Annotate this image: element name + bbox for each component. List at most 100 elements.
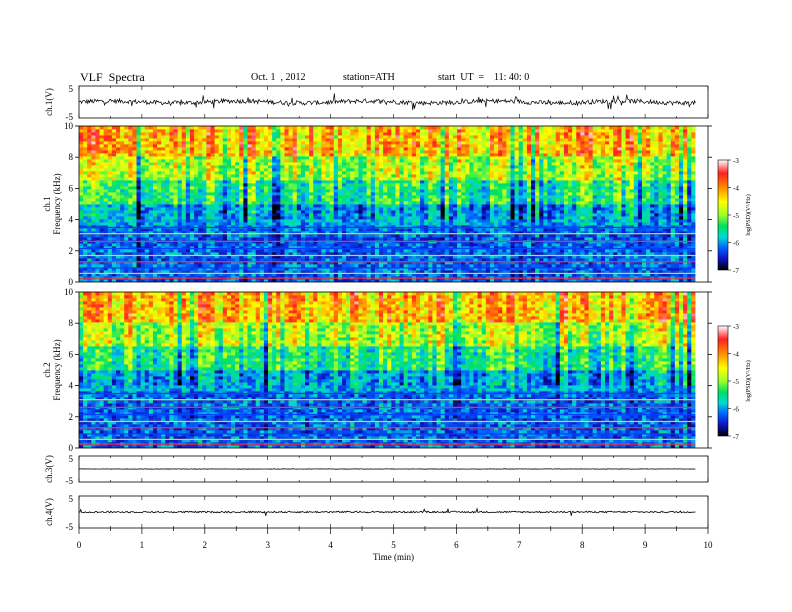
- psd-cell: [420, 159, 425, 163]
- psd-cell: [124, 180, 129, 184]
- psd-cell: [370, 162, 376, 166]
- psd-cell: [243, 147, 248, 151]
- psd-cell: [206, 165, 211, 169]
- psd-cell: [91, 273, 96, 277]
- psd-cell: [317, 246, 322, 250]
- psd-cell: [370, 255, 376, 259]
- psd-cell: [210, 228, 216, 232]
- psd-cell: [440, 180, 446, 184]
- psd-cell: [185, 261, 191, 265]
- psd-cell: [107, 171, 113, 175]
- psd-cell: [391, 279, 396, 282]
- y-axis-label: ch.1(V): [44, 88, 54, 116]
- psd-cell: [387, 222, 392, 226]
- psd-cell: [313, 264, 318, 268]
- psd-cell: [407, 279, 413, 282]
- psd-cell: [128, 207, 133, 211]
- psd-cell: [140, 195, 146, 199]
- psd-cell: [243, 144, 248, 148]
- psd-cell: [280, 138, 285, 142]
- psd-cell: [444, 267, 450, 271]
- psd-cell: [284, 216, 289, 220]
- psd-cell: [111, 270, 117, 274]
- psd-cell: [370, 273, 376, 277]
- psd-cell: [358, 171, 363, 175]
- psd-cell: [432, 222, 437, 226]
- psd-cell: [255, 132, 261, 136]
- psd-cell: [83, 153, 88, 157]
- psd-cell: [305, 126, 310, 130]
- psd-cell: [111, 234, 117, 238]
- psd-cell: [350, 126, 355, 130]
- psd-cell: [350, 183, 355, 187]
- psd-cell: [247, 210, 252, 214]
- psd-cell: [440, 126, 446, 130]
- psd-cell: [247, 192, 252, 196]
- psd-cell: [239, 189, 244, 193]
- psd-cell: [317, 150, 322, 154]
- psd-cell: [342, 132, 347, 136]
- psd-cell: [255, 168, 261, 172]
- psd-cell: [411, 210, 417, 214]
- psd-cell: [87, 180, 92, 184]
- psd-cell: [210, 159, 216, 163]
- psd-cell: [403, 132, 409, 136]
- psd-cell: [194, 222, 199, 226]
- psd-cell: [440, 159, 446, 163]
- psd-cell: [432, 225, 437, 229]
- psd-cell: [465, 144, 470, 148]
- psd-cell: [305, 249, 310, 253]
- psd-cell: [411, 171, 417, 175]
- psd-cell: [185, 141, 191, 145]
- psd-cell: [263, 231, 269, 235]
- psd-cell: [173, 210, 179, 214]
- psd-cell: [448, 141, 454, 145]
- psd-cell: [99, 189, 105, 193]
- psd-cell: [461, 279, 466, 282]
- psd-cell: [329, 156, 335, 160]
- psd-cell: [87, 183, 92, 187]
- psd-cell: [461, 144, 466, 148]
- psd-cell: [333, 180, 339, 184]
- psd-cell: [206, 225, 211, 229]
- psd-cell: [136, 225, 142, 229]
- psd-cell: [157, 204, 162, 208]
- psd-cell: [198, 126, 203, 130]
- psd-cell: [292, 237, 298, 241]
- psd-cell: [226, 138, 232, 142]
- psd-cell: [124, 153, 129, 157]
- psd-cell: [448, 168, 454, 172]
- psd-cell: [235, 261, 240, 265]
- psd-cell: [218, 228, 224, 232]
- psd-cell: [115, 273, 121, 277]
- psd-cell: [448, 132, 454, 136]
- psd-cell: [395, 234, 400, 238]
- psd-cell: [247, 234, 252, 238]
- psd-cell: [461, 189, 466, 193]
- psd-cell: [115, 255, 121, 259]
- psd-cell: [440, 234, 446, 238]
- psd-cell: [144, 144, 150, 148]
- psd-cell: [415, 138, 421, 142]
- psd-cell: [124, 234, 129, 238]
- psd-cell: [165, 264, 170, 268]
- psd-cell: [288, 153, 294, 157]
- psd-cell: [169, 138, 174, 142]
- psd-cell: [296, 258, 302, 262]
- psd-cell: [461, 243, 466, 247]
- psd-cell: [189, 246, 195, 250]
- psd-cell: [452, 237, 458, 241]
- psd-cell: [374, 192, 380, 196]
- psd-cell: [251, 150, 257, 154]
- psd-cell: [333, 132, 339, 136]
- psd-cell: [124, 213, 129, 217]
- psd-cell: [185, 198, 191, 202]
- psd-cell: [157, 150, 162, 154]
- psd-cell: [206, 144, 211, 148]
- psd-cell: [317, 207, 322, 211]
- psd-cell: [259, 249, 265, 253]
- psd-cell: [305, 198, 310, 202]
- psd-cell: [111, 216, 117, 220]
- psd-cell: [329, 204, 335, 208]
- psd-cell: [276, 141, 281, 145]
